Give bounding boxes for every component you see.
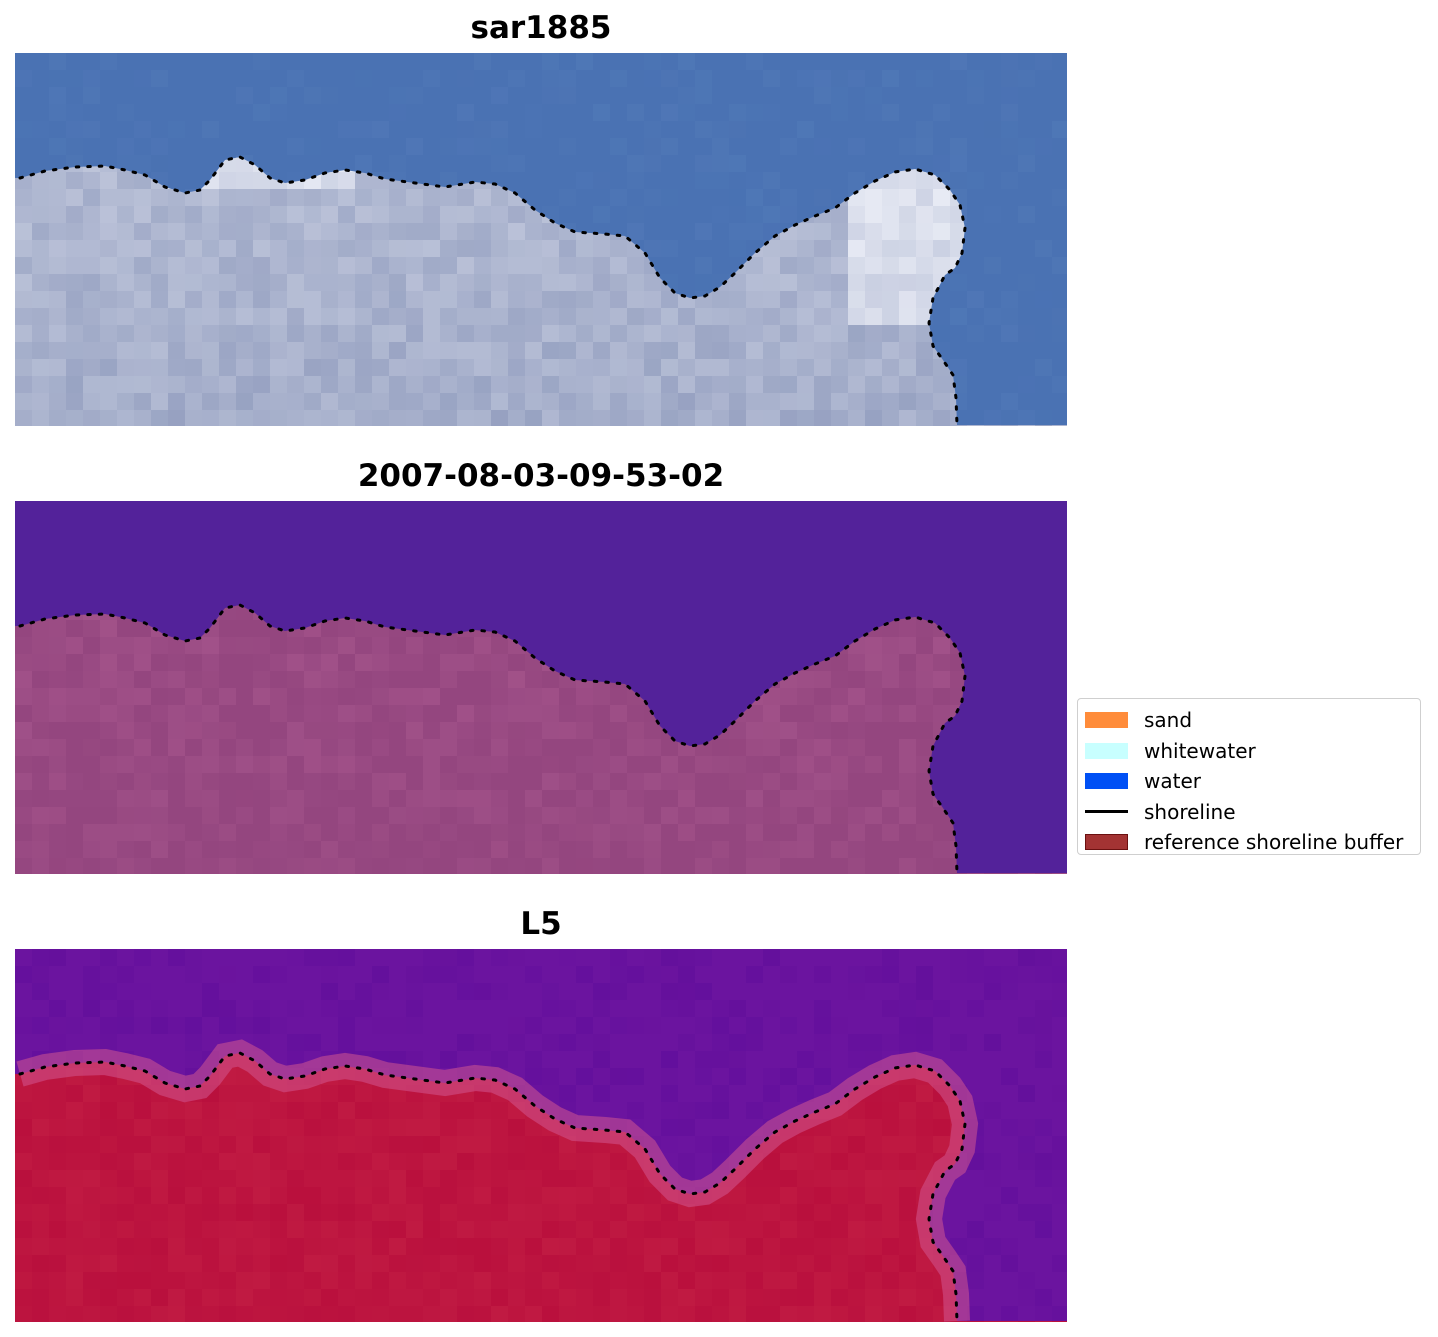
panel-title-L5: L5	[520, 906, 562, 942]
shoreline-trace	[18, 155, 967, 426]
classified-image	[15, 501, 1067, 874]
legend-item-shoreline: shoreline	[1078, 797, 1420, 828]
legend-item-sand: sand	[1078, 705, 1420, 736]
sar1885-rgb-image	[15, 53, 1067, 426]
legend-label-whitewater: whitewater	[1144, 738, 1256, 763]
shoreline-trace	[18, 1051, 967, 1322]
whitewater-swatch	[1085, 742, 1128, 759]
shoreline-trace	[18, 603, 967, 874]
legend-label-shoreline: shoreline	[1144, 799, 1236, 824]
legend-label-reference-shoreline-buffer: reference shoreline buffer	[1144, 830, 1404, 855]
shoreline-line-swatch	[1085, 810, 1128, 814]
legend-label-water: water	[1144, 769, 1201, 794]
legend-item-reference-shoreline-buffer: reference shoreline buffer	[1078, 827, 1420, 858]
sand-swatch	[1085, 712, 1128, 729]
panel-title-2007-08-03-09-53-02: 2007-08-03-09-53-02	[357, 458, 725, 494]
panel-title-sar1885: sar1885	[470, 10, 612, 46]
buffer-swatch	[1085, 834, 1128, 851]
legend: sand whitewater water shoreline referenc…	[1077, 698, 1421, 855]
legend-item-whitewater: whitewater	[1078, 736, 1420, 767]
legend-item-water: water	[1078, 766, 1420, 797]
legend-label-sand: sand	[1144, 708, 1193, 733]
probability-image	[15, 949, 1067, 1322]
water-swatch	[1085, 773, 1128, 790]
